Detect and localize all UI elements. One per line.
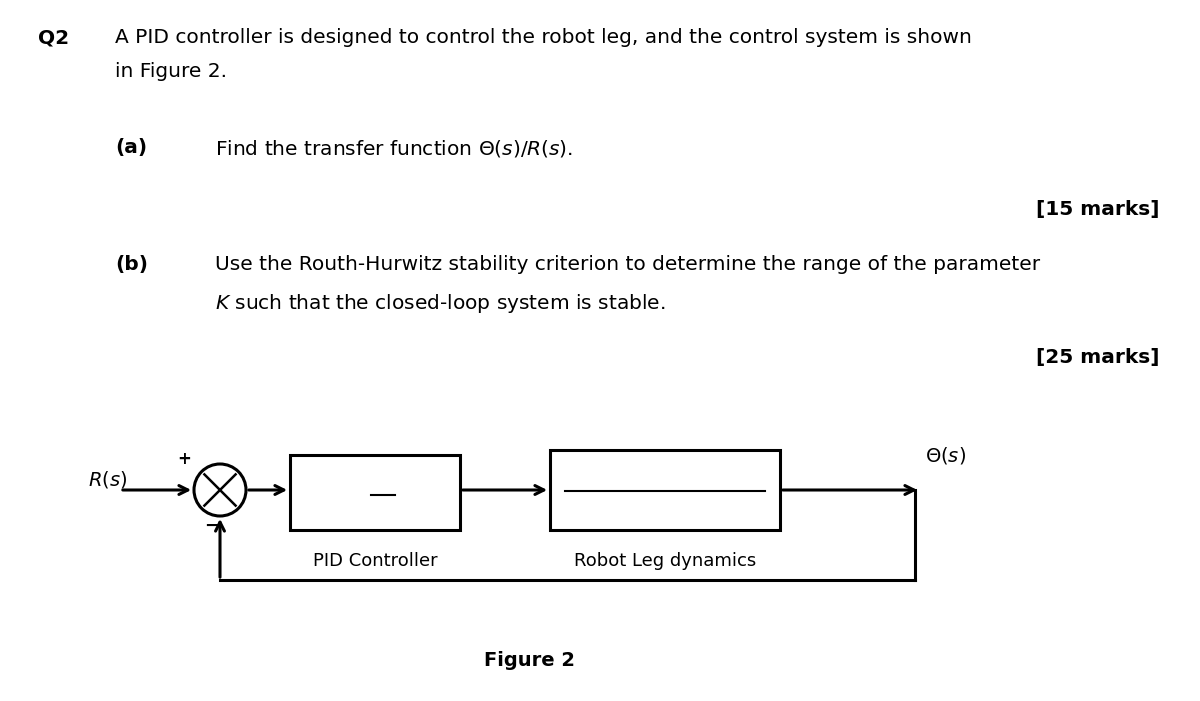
Text: $s^2 + 3s + 4$: $s^2 + 3s + 4$ [620,498,709,518]
Text: A PID controller is designed to control the robot leg, and the control system is: A PID controller is designed to control … [115,28,972,47]
Text: [15 marks]: [15 marks] [1037,200,1160,219]
Text: K: K [378,473,389,491]
Text: $K$ such that the closed-loop system is stable.: $K$ such that the closed-loop system is … [215,292,665,315]
Text: +: + [178,450,191,468]
Text: $R(s)$: $R(s)$ [88,470,127,491]
Bar [290,455,460,530]
Text: Use the Routh-Hurwitz stability criterion to determine the range of the paramete: Use the Routh-Hurwitz stability criterio… [215,255,1040,274]
Text: PID Controller: PID Controller [313,552,437,570]
Text: 4: 4 [659,471,671,489]
Text: Figure 2: Figure 2 [485,651,576,669]
Text: in Figure 2.: in Figure 2. [115,62,227,81]
Text: + s: + s [401,486,428,505]
Text: Q2: Q2 [38,28,70,47]
Text: $\Theta(s)$: $\Theta(s)$ [925,444,966,465]
Text: −: − [204,517,220,535]
Text: Robot Leg dynamics: Robot Leg dynamics [574,552,756,570]
Text: Find the transfer function $\Theta(s)/R(s)$.: Find the transfer function $\Theta(s)/R(… [215,138,572,159]
Bar [550,450,780,530]
Text: [25 marks]: [25 marks] [1037,348,1160,367]
Text: (a): (a) [115,138,148,157]
Text: 2 +: 2 + [323,486,353,505]
Text: s: s [379,501,388,519]
Text: (b): (b) [115,255,148,274]
